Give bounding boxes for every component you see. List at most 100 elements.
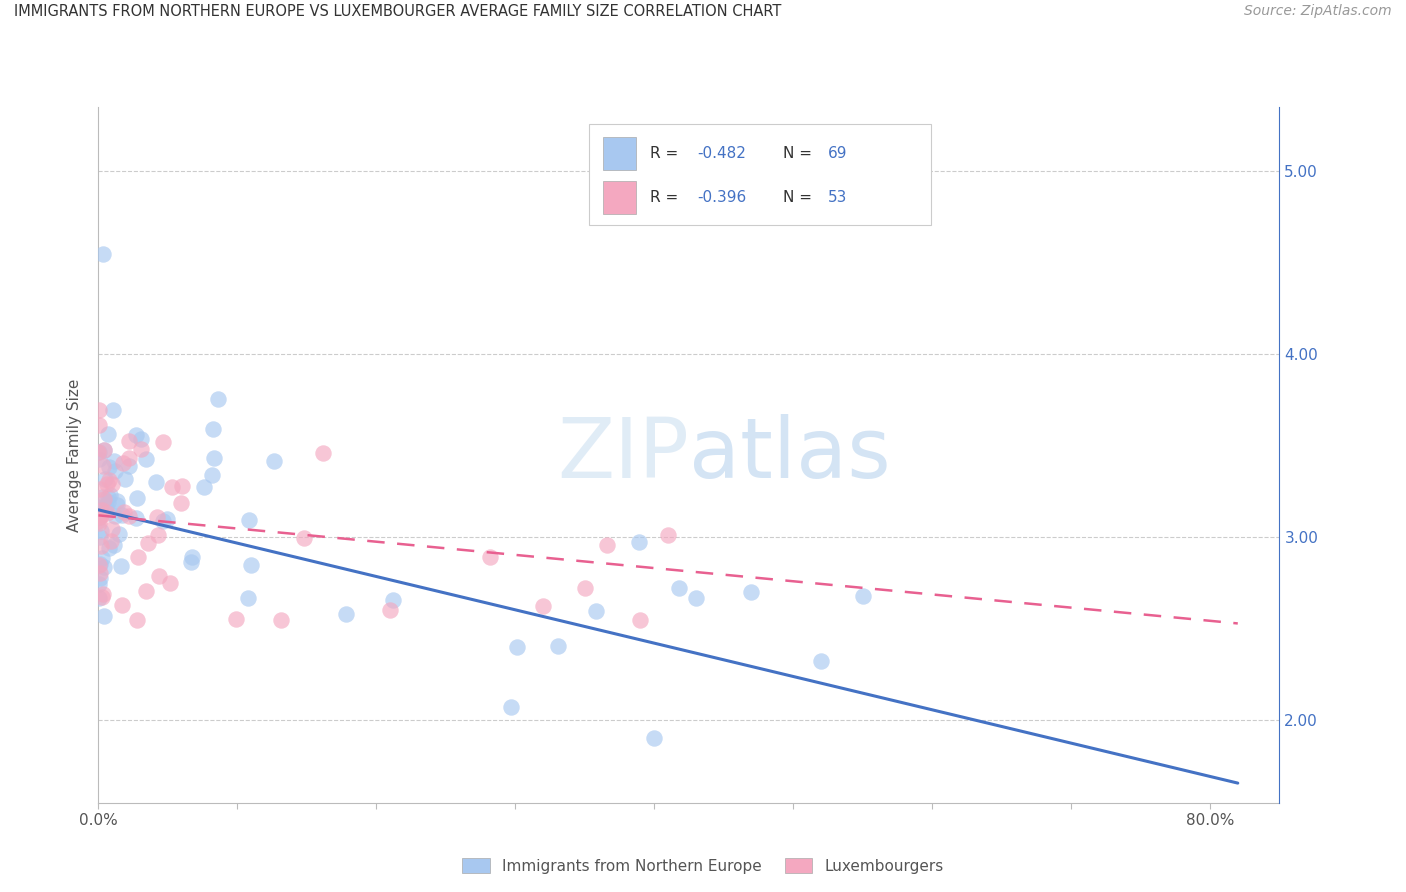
Point [111,508,134,522]
Point [94,499,117,513]
Point [91,458,114,473]
Point [292,531,315,545]
Point [87,558,110,572]
Point [104,509,127,524]
Point [270,613,292,627]
Point [105,493,128,508]
Point [152,434,174,449]
Point [93,443,115,458]
Point [129,442,152,457]
Point [98,541,121,555]
Point [98,459,121,474]
Point [531,599,554,613]
Point [93,560,115,574]
Point [90,503,112,517]
Point [810,654,832,668]
Text: atlas: atlas [689,415,890,495]
Point [87,500,110,514]
Point [90,540,112,554]
Point [103,538,125,552]
Point [852,590,875,604]
Point [170,479,193,493]
Point [193,480,215,494]
Text: R =: R = [650,146,683,161]
Point [100,476,122,491]
Point [105,498,128,512]
Point [657,528,679,542]
Point [160,480,183,494]
Point [93,246,115,260]
Text: IMMIGRANTS FROM NORTHERN EUROPE VS LUXEMBOURGER AVERAGE FAMILY SIZE CORRELATION : IMMIGRANTS FROM NORTHERN EUROPE VS LUXEM… [14,4,782,20]
Point [643,731,665,745]
Legend: Immigrants from Northern Europe, Luxembourgers: Immigrants from Northern Europe, Luxembo… [456,852,950,880]
Point [118,508,141,523]
Point [98,488,121,502]
Point [91,587,114,601]
Point [87,402,110,417]
Point [87,514,110,528]
Point [89,558,111,572]
Point [87,445,110,459]
Point [98,473,121,487]
Point [89,591,111,605]
Point [93,442,115,457]
Point [89,530,111,544]
Point [111,598,134,612]
Point [87,516,110,530]
Point [628,613,651,627]
Point [96,477,118,491]
Point [627,535,650,549]
Point [180,555,202,569]
Point [668,581,690,595]
Point [585,604,607,618]
FancyBboxPatch shape [603,137,636,170]
Point [89,482,111,496]
Point [238,513,260,527]
Point [100,533,122,548]
Point [148,569,170,583]
Point [479,550,502,565]
Point [89,510,111,524]
Point [114,472,136,486]
Text: -0.396: -0.396 [697,190,747,205]
Point [596,538,619,552]
Point [94,472,117,486]
Point [312,446,335,460]
Point [103,453,125,467]
Point [236,591,259,605]
Point [91,490,114,504]
Point [89,571,111,585]
Point [207,392,229,406]
Point [87,451,110,466]
Point [118,459,141,474]
Point [97,427,120,442]
Point [152,514,174,528]
Point [574,581,596,595]
Point [87,418,110,433]
Point [181,549,204,564]
Point [378,603,401,617]
Text: N =: N = [783,146,817,161]
Point [740,585,762,599]
Point [104,464,127,478]
Point [112,505,135,519]
Point [145,475,167,489]
Point [125,491,148,505]
Point [501,699,523,714]
Point [97,495,120,509]
Point [547,639,569,653]
Point [87,577,110,591]
Point [110,558,132,573]
Point [145,510,167,524]
Point [93,609,115,624]
Point [91,502,114,516]
Point [96,506,118,520]
Point [91,591,114,605]
Text: Source: ZipAtlas.com: Source: ZipAtlas.com [1244,4,1392,19]
Point [108,527,131,541]
Point [93,491,115,506]
Point [159,575,181,590]
Point [89,510,111,524]
Point [111,457,134,471]
Point [135,451,157,466]
